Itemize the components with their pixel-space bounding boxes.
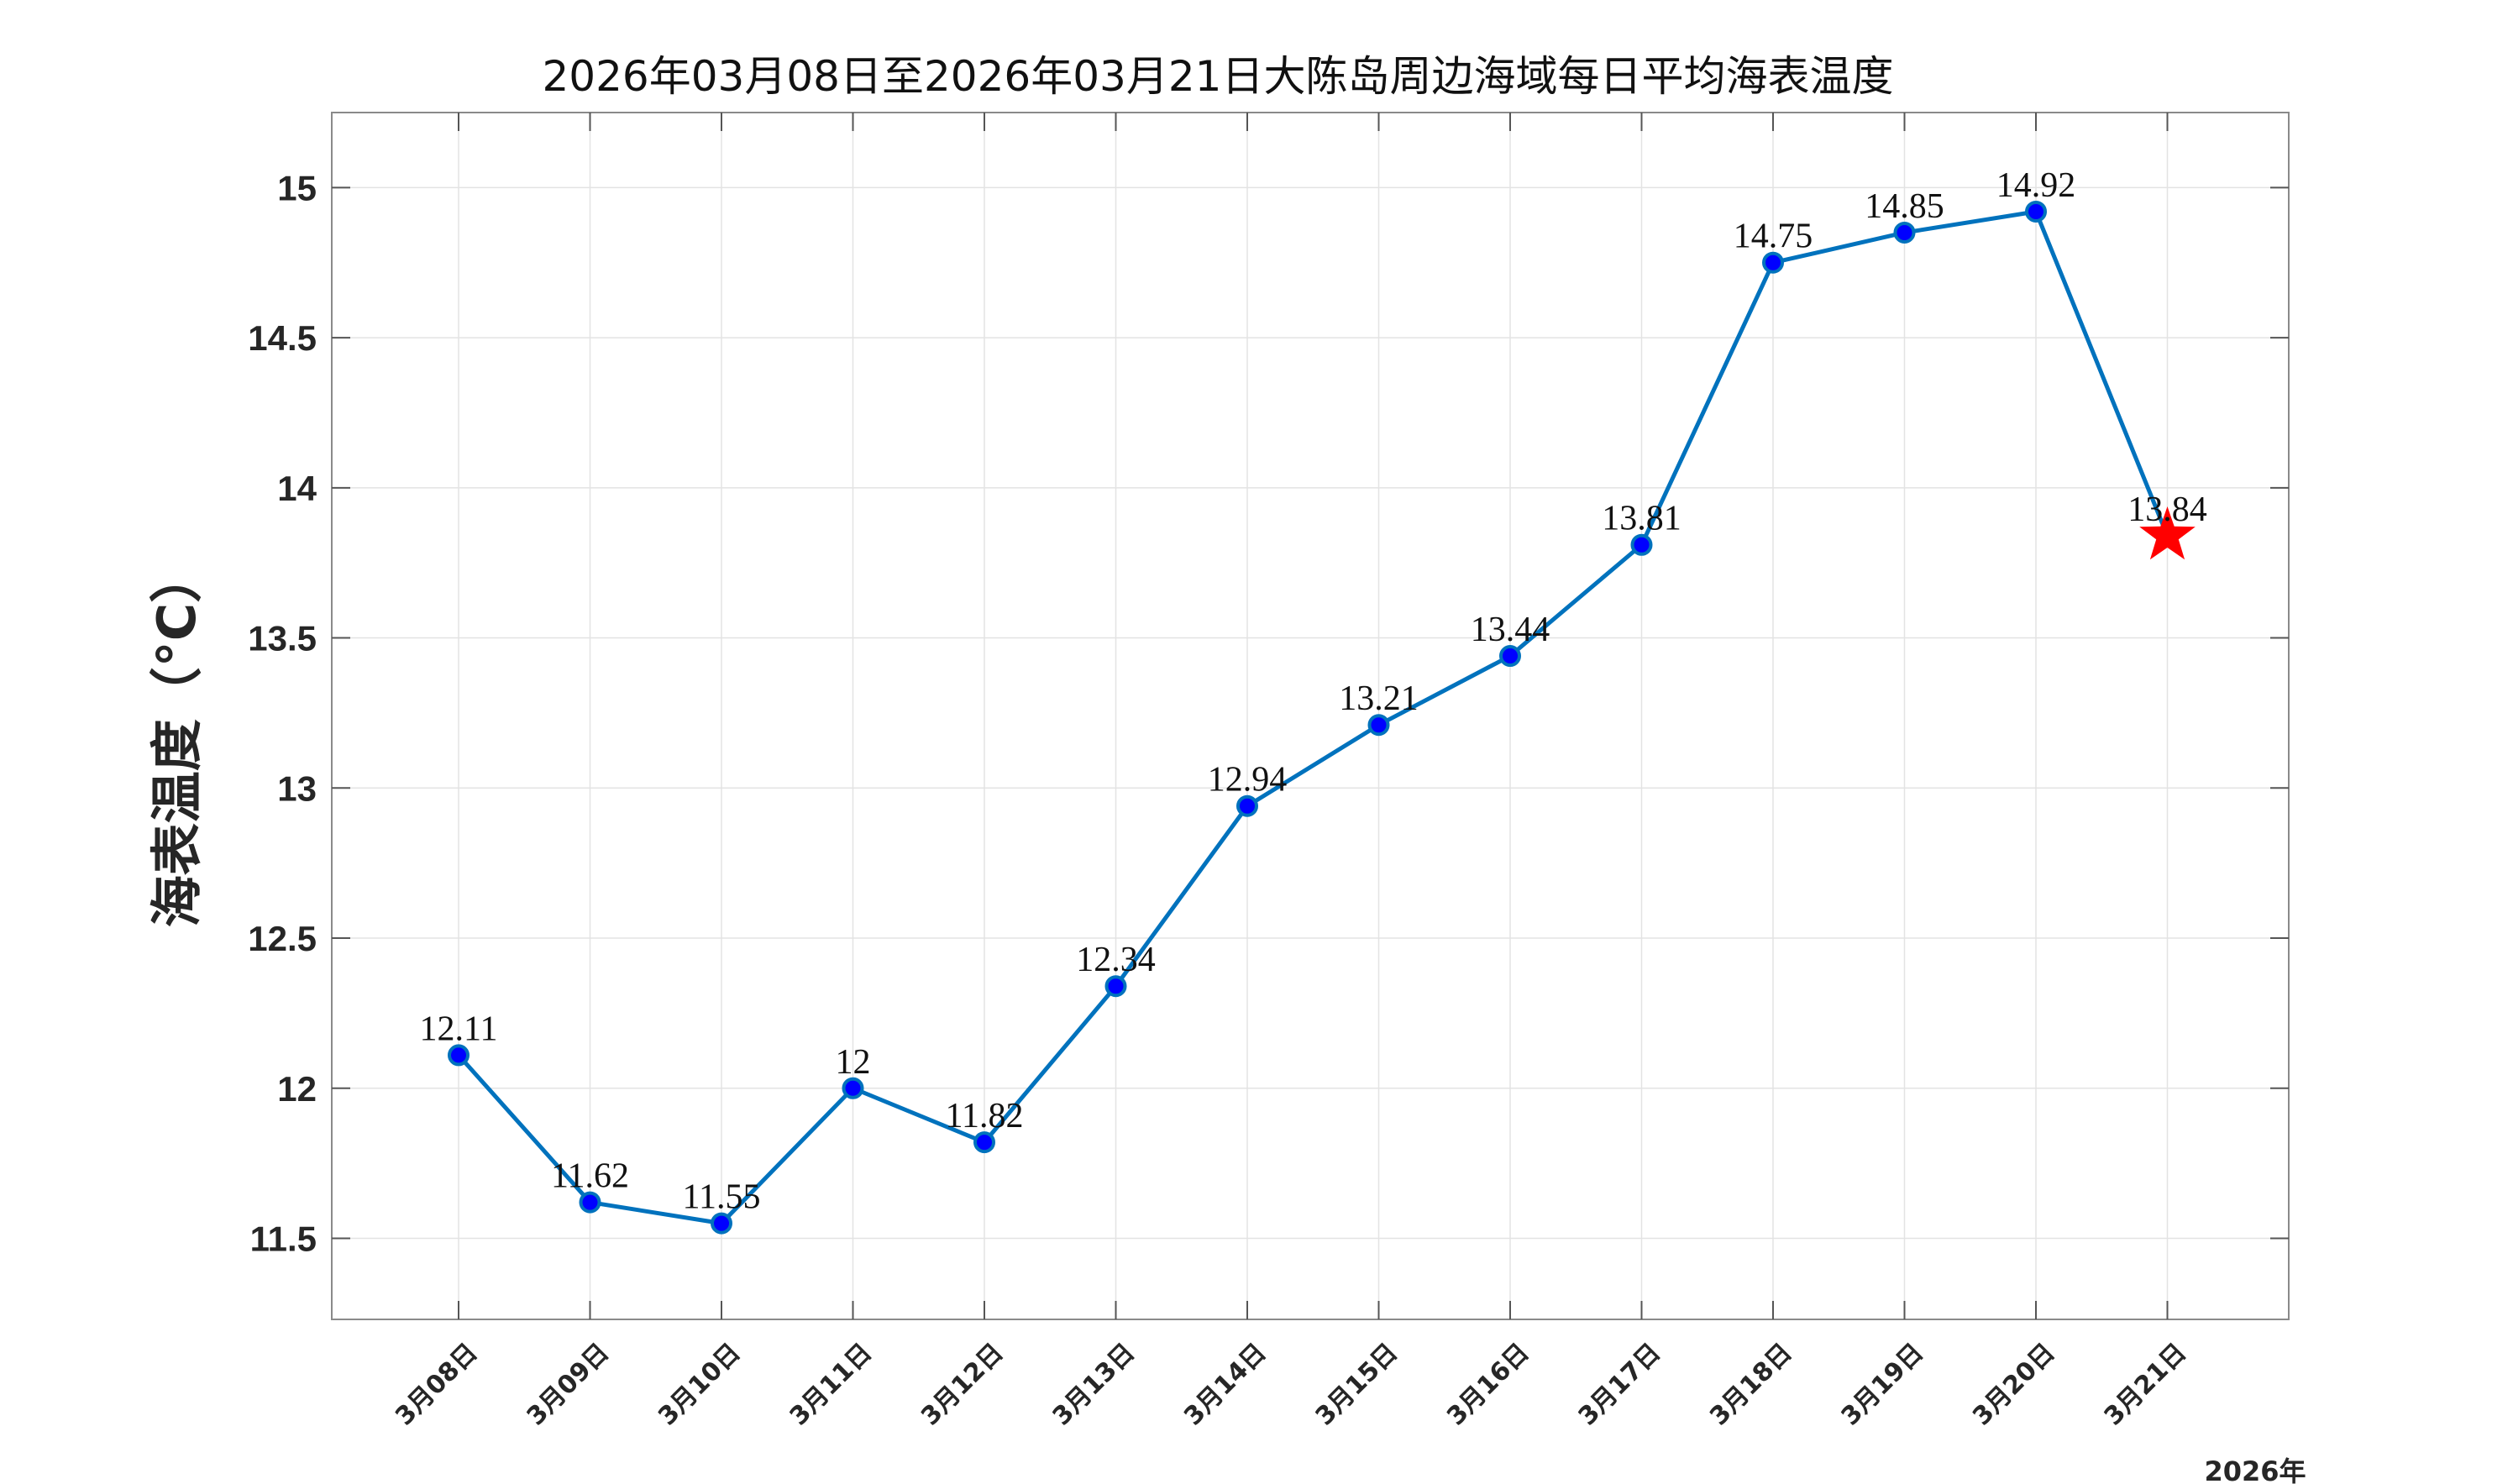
data-label: 13.21 (1339, 679, 1419, 718)
data-label: 13.44 (1471, 611, 1550, 649)
data-point (1236, 794, 1258, 817)
data-label: 12.34 (1076, 941, 1156, 979)
x-tick-label: 3月09日 (522, 1338, 615, 1431)
data-label: 11.82 (946, 1097, 1024, 1135)
data-point (711, 1212, 732, 1235)
data-point (973, 1131, 995, 1154)
data-point (1104, 975, 1127, 998)
data-labels: 12.11 11.62 11.55 12 11.82 12.34 12.94 13.21 13.… (420, 166, 2207, 1217)
data-point (448, 1044, 470, 1067)
data-point (1893, 221, 1916, 244)
data-label: 12.11 (420, 1009, 498, 1048)
series-line (457, 209, 2169, 1226)
x-tick-label: 3月20日 (1967, 1338, 2060, 1431)
data-label: 12 (836, 1043, 871, 1082)
data-label: 11.55 (683, 1178, 761, 1217)
x-axis-tick-labels: 3月08日 3月09日 3月10日 3月11日 3月12日 3月13日 3月14日 3月15日… (390, 1338, 2192, 1431)
chart-title: 2026年03月08日至2026年03月21日大陈岛周边海域每日平均海表温度 (543, 52, 1894, 101)
x-tick-label: 3月18日 (1704, 1338, 1797, 1431)
y-tick-label: 15 (277, 168, 317, 207)
axis-ticks (332, 113, 2289, 1319)
y-tick-label: 13 (277, 768, 317, 808)
data-label: 12.94 (1208, 761, 1288, 800)
x-tick-label: 3月19日 (1836, 1338, 1929, 1431)
data-point (1367, 714, 1390, 737)
y-tick-label: 11.5 (250, 1219, 317, 1258)
data-point (842, 1077, 864, 1099)
data-label: 11.62 (551, 1157, 629, 1196)
data-label: 13.81 (1602, 500, 1681, 538)
x-tick-label: 3月14日 (1178, 1338, 1272, 1431)
highlight-star-marker (2139, 506, 2196, 560)
x-tick-label: 3月17日 (1573, 1338, 1666, 1431)
y-axis-tick-labels: 11.5 12 12.5 13 13.5 14 14.5 15 (248, 168, 317, 1258)
y-tick-label: 12.5 (248, 919, 317, 958)
data-point (579, 1191, 601, 1214)
data-label: 14.92 (1996, 166, 2076, 205)
data-label: 14.85 (1865, 187, 1944, 226)
x-tick-label: 3月16日 (1441, 1338, 1535, 1431)
x-tick-label: 3月08日 (390, 1338, 483, 1431)
data-point (1762, 251, 1784, 274)
x-tick-label: 3月11日 (784, 1338, 878, 1431)
series-sst (448, 200, 2196, 1235)
year-label: 2026年 (2204, 1455, 2306, 1484)
data-point (1499, 645, 1521, 668)
x-tick-label: 3月10日 (653, 1338, 746, 1431)
y-axis-label: 海表温度（°C） (146, 551, 207, 928)
y-tick-label: 14.5 (248, 318, 317, 358)
y-tick-label: 14 (277, 469, 317, 508)
data-point (1630, 533, 1653, 556)
x-tick-label: 3月15日 (1310, 1338, 1403, 1431)
x-tick-label: 3月13日 (1047, 1338, 1141, 1431)
grid-lines (332, 113, 2289, 1319)
data-label: 14.75 (1734, 218, 1813, 256)
y-tick-label: 13.5 (248, 619, 317, 658)
x-tick-label: 3月21日 (2099, 1338, 2192, 1431)
y-tick-label: 12 (277, 1069, 317, 1109)
data-label: 13.84 (2127, 490, 2207, 529)
x-tick-label: 3月12日 (915, 1338, 1009, 1431)
data-point (2025, 200, 2047, 223)
plot-frame (331, 112, 2290, 1320)
